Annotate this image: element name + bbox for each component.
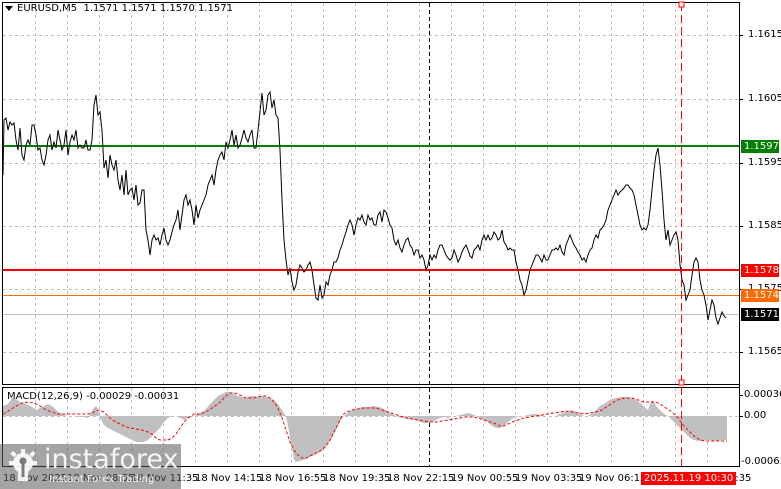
- support-price-tag: 1.1578: [741, 264, 779, 277]
- macd-signal-line: [2, 392, 727, 459]
- horizontal-grid: [3, 35, 739, 417]
- time-label: 19 Nov 00:55: [451, 473, 519, 484]
- time-label: 18 Nov 22:15: [387, 473, 455, 484]
- macd-title: MACD(12,26,9) -0.00029 -0.00031: [7, 391, 180, 402]
- price-tick: 1.1565: [748, 346, 781, 357]
- chart-title: EURUSD,M5 1.1571 1.1571 1.1570 1.1571: [5, 3, 233, 15]
- price-tick: 1.1595: [748, 157, 781, 168]
- main-chart-frame: [2, 2, 740, 385]
- time-label: 19 Nov 06:15: [579, 473, 647, 484]
- price-line: [2, 90, 727, 326]
- time-marker-label: 2025.11.19 10:30: [641, 472, 737, 485]
- price-tick: 1.1605: [748, 93, 781, 104]
- time-label: 18 Nov 14:15: [195, 473, 263, 484]
- gear-logo-icon: [9, 449, 37, 481]
- macd-histogram: [3, 392, 727, 462]
- price-tick: 1.1575: [748, 283, 781, 295]
- time-label: 18 Nov 19:35: [323, 473, 391, 484]
- time-label: 18 Nov 16:55: [259, 473, 327, 484]
- price-tick: 1.1615: [748, 29, 781, 40]
- current-price-tag: 1.1571: [741, 308, 779, 321]
- time-marker-handle[interactable]: [678, 1, 685, 8]
- resistance-price-tag: 1.1597: [741, 140, 779, 153]
- price-tick: 1.1585: [748, 220, 781, 231]
- level-price-tag: 1.1574: [741, 289, 779, 302]
- macd-tick: -0.00063: [741, 456, 781, 467]
- symbol-label: EURUSD,M5: [17, 3, 78, 14]
- macd-tick: 0.00036: [744, 389, 781, 400]
- ohlc-values: 1.1571 1.1571 1.1570 1.1571: [83, 3, 233, 14]
- brand-logo-text: instaforex: [44, 444, 179, 475]
- macd-tick: 0.00: [744, 410, 767, 421]
- dropdown-triangle-icon[interactable]: [5, 5, 13, 11]
- time-label: 19 Nov 03:35: [515, 473, 583, 484]
- brand-tagline: Instant Forex Trading: [49, 474, 155, 485]
- time-marker-handle-bottom[interactable]: [678, 379, 685, 386]
